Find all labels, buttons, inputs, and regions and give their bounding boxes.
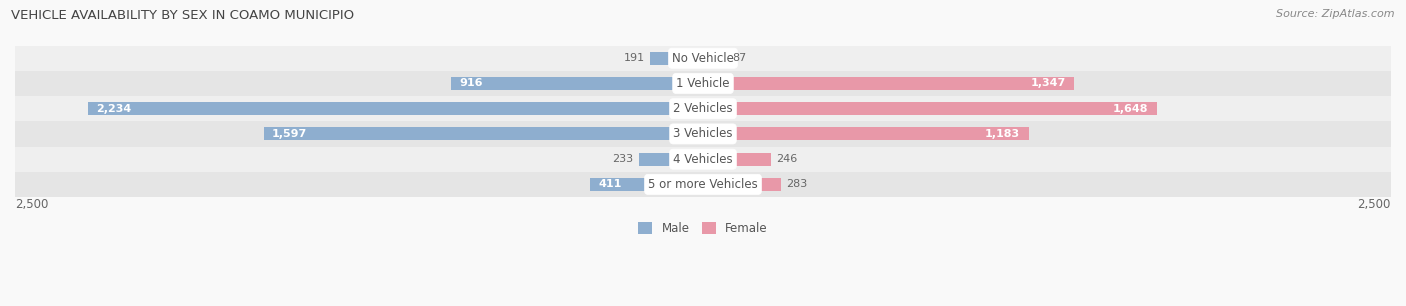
Legend: Male, Female: Male, Female bbox=[634, 217, 772, 240]
Bar bbox=[651, 52, 703, 65]
Text: 246: 246 bbox=[776, 154, 797, 164]
Text: 1 Vehicle: 1 Vehicle bbox=[676, 77, 730, 90]
Text: 2,500: 2,500 bbox=[1358, 198, 1391, 211]
Text: 1,183: 1,183 bbox=[986, 129, 1021, 139]
Bar bbox=[703, 52, 727, 65]
Text: 1,597: 1,597 bbox=[271, 129, 307, 139]
Bar bbox=[15, 71, 1391, 96]
Bar bbox=[451, 77, 703, 90]
Bar bbox=[703, 153, 770, 166]
Text: VEHICLE AVAILABILITY BY SEX IN COAMO MUNICIPIO: VEHICLE AVAILABILITY BY SEX IN COAMO MUN… bbox=[11, 9, 354, 22]
Text: 916: 916 bbox=[460, 78, 482, 88]
Bar bbox=[89, 102, 703, 115]
Text: 283: 283 bbox=[786, 179, 807, 189]
Text: 411: 411 bbox=[598, 179, 621, 189]
Bar bbox=[15, 46, 1391, 71]
Bar bbox=[263, 127, 703, 140]
Text: 3 Vehicles: 3 Vehicles bbox=[673, 127, 733, 140]
Text: 4 Vehicles: 4 Vehicles bbox=[673, 153, 733, 166]
Text: No Vehicle: No Vehicle bbox=[672, 52, 734, 65]
Text: 2 Vehicles: 2 Vehicles bbox=[673, 102, 733, 115]
Bar bbox=[703, 102, 1157, 115]
Text: 233: 233 bbox=[612, 154, 633, 164]
Bar bbox=[703, 178, 780, 191]
Bar bbox=[15, 172, 1391, 197]
Text: 87: 87 bbox=[733, 53, 747, 63]
Text: 191: 191 bbox=[624, 53, 645, 63]
Bar bbox=[703, 127, 1029, 140]
Text: 2,234: 2,234 bbox=[97, 104, 132, 114]
Bar bbox=[703, 77, 1074, 90]
Text: Source: ZipAtlas.com: Source: ZipAtlas.com bbox=[1277, 9, 1395, 19]
Bar bbox=[638, 153, 703, 166]
Bar bbox=[15, 121, 1391, 147]
Text: 1,648: 1,648 bbox=[1112, 104, 1149, 114]
Text: 5 or more Vehicles: 5 or more Vehicles bbox=[648, 178, 758, 191]
Bar bbox=[15, 147, 1391, 172]
Bar bbox=[591, 178, 703, 191]
Text: 1,347: 1,347 bbox=[1031, 78, 1066, 88]
Bar bbox=[15, 96, 1391, 121]
Text: 2,500: 2,500 bbox=[15, 198, 48, 211]
